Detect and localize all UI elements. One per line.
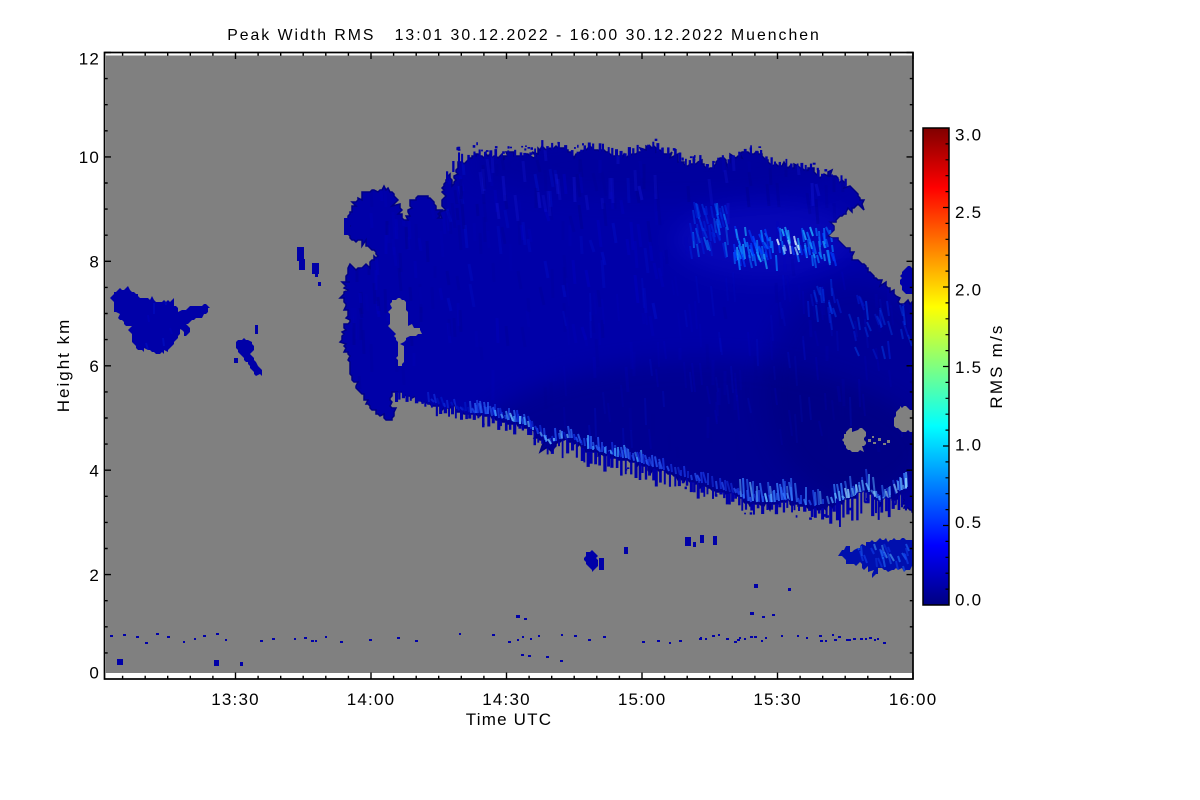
svg-text:RMS m/s: RMS m/s — [987, 323, 1006, 408]
svg-text:2.5: 2.5 — [955, 203, 982, 222]
svg-text:Time UTC: Time UTC — [466, 710, 552, 729]
svg-text:12: 12 — [79, 49, 100, 68]
svg-text:14:30: 14:30 — [482, 690, 531, 709]
svg-text:Height km: Height km — [54, 318, 73, 413]
svg-text:13:30: 13:30 — [211, 690, 260, 709]
svg-text:0: 0 — [89, 664, 100, 683]
svg-text:0.0: 0.0 — [955, 591, 982, 610]
svg-text:0.5: 0.5 — [955, 513, 982, 532]
svg-text:15:00: 15:00 — [618, 690, 667, 709]
svg-text:15:30: 15:30 — [753, 690, 802, 709]
svg-text:3.0: 3.0 — [955, 126, 982, 145]
svg-text:6: 6 — [89, 357, 100, 376]
svg-text:10: 10 — [79, 148, 100, 167]
svg-text:1.5: 1.5 — [955, 358, 982, 377]
svg-text:4: 4 — [89, 462, 100, 481]
svg-text:1.0: 1.0 — [955, 436, 982, 455]
svg-text:2: 2 — [89, 566, 100, 585]
svg-text:8: 8 — [89, 253, 100, 272]
svg-text:14:00: 14:00 — [347, 690, 396, 709]
svg-text:Peak Width RMS 13:01 30.12.2: Peak Width RMS 13:01 30.12.2022 - 16:00 … — [227, 27, 821, 44]
svg-text:16:00: 16:00 — [889, 690, 938, 709]
svg-text:2.0: 2.0 — [955, 281, 982, 300]
